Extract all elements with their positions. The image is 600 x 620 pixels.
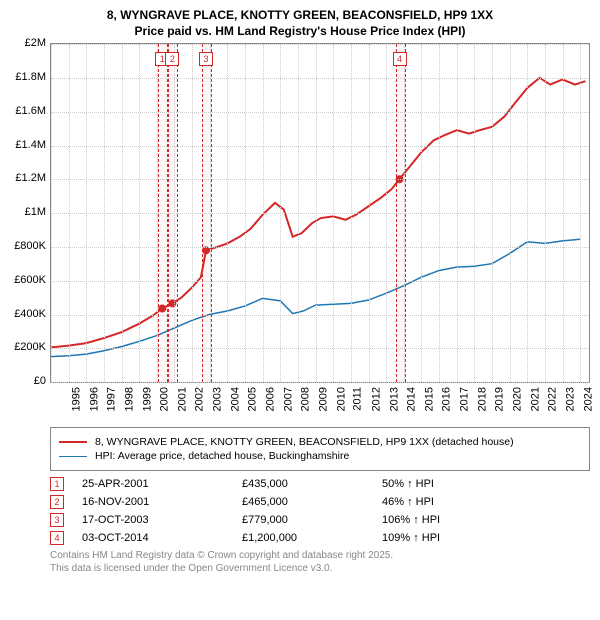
x-tick-label: 2006 <box>265 387 277 411</box>
x-tick-label: 2016 <box>441 387 453 411</box>
x-tick-label: 2010 <box>335 387 347 411</box>
footer-attribution: Contains HM Land Registry data © Crown c… <box>50 549 590 575</box>
x-tick-label: 2015 <box>423 387 435 411</box>
y-tick-label: £1.8M <box>6 71 46 83</box>
events-table: 1 25-APR-2001£435,00050% ↑ HPI 2 16-NOV-200… <box>50 477 590 545</box>
chart-plot-area: 1234 <box>50 43 590 383</box>
x-tick-label: 2020 <box>511 387 523 411</box>
event-number-box: 2 <box>50 495 64 509</box>
figure: 8, WYNGRAVE PLACE, KNOTTY GREEN, BEACONS… <box>0 0 600 575</box>
event-pct: 46% ↑ HPI <box>382 496 512 508</box>
y-tick-label: £600K <box>6 274 46 286</box>
event-date: 17-OCT-2003 <box>82 514 242 526</box>
event-row: 4 03-OCT-2014£1,200,000109% ↑ HPI <box>50 531 590 545</box>
y-tick-label: £0 <box>6 375 46 387</box>
x-tick-label: 2018 <box>476 387 488 411</box>
x-tick-label: 2024 <box>582 387 594 411</box>
event-marker: 4 <box>393 52 407 66</box>
x-tick-label: 2021 <box>529 387 541 411</box>
legend-label: HPI: Average price, detached house, Buck… <box>95 450 349 462</box>
y-tick-label: £1.6M <box>6 105 46 117</box>
x-tick-label: 2005 <box>247 387 259 411</box>
title-line-1: 8, WYNGRAVE PLACE, KNOTTY GREEN, BEACONS… <box>10 8 590 24</box>
event-date: 03-OCT-2014 <box>82 532 242 544</box>
x-tick-label: 2014 <box>406 387 418 411</box>
legend-row: 8, WYNGRAVE PLACE, KNOTTY GREEN, BEACONS… <box>59 436 581 448</box>
event-marker: 2 <box>165 52 179 66</box>
y-axis-labels: £0£200K£400K£600K£800K£1M£1.2M£1.4M£1.6M… <box>0 43 50 381</box>
event-date: 16-NOV-2001 <box>82 496 242 508</box>
x-tick-label: 2008 <box>300 387 312 411</box>
x-tick-label: 2003 <box>212 387 224 411</box>
y-tick-label: £200K <box>6 341 46 353</box>
event-pct: 50% ↑ HPI <box>382 478 512 490</box>
title-line-2: Price paid vs. HM Land Registry's House … <box>10 24 590 40</box>
event-number-box: 4 <box>50 531 64 545</box>
y-tick-label: £1.2M <box>6 172 46 184</box>
event-date: 25-APR-2001 <box>82 478 242 490</box>
event-number-box: 1 <box>50 477 64 491</box>
event-number-box: 3 <box>50 513 64 527</box>
event-price: £779,000 <box>242 514 382 526</box>
x-tick-label: 2004 <box>229 387 241 411</box>
legend-swatch <box>59 456 87 457</box>
event-marker: 3 <box>199 52 213 66</box>
event-price: £465,000 <box>242 496 382 508</box>
x-tick-label: 2022 <box>547 387 559 411</box>
x-tick-label: 2013 <box>388 387 400 411</box>
chart-title: 8, WYNGRAVE PLACE, KNOTTY GREEN, BEACONS… <box>0 0 600 43</box>
x-tick-label: 2007 <box>282 387 294 411</box>
x-tick-label: 2002 <box>194 387 206 411</box>
footer-line-1: Contains HM Land Registry data © Crown c… <box>50 549 590 562</box>
footer-line-2: This data is licensed under the Open Gov… <box>50 562 590 575</box>
x-tick-label: 2012 <box>370 387 382 411</box>
x-tick-label: 1996 <box>88 387 100 411</box>
event-pct: 109% ↑ HPI <box>382 532 512 544</box>
x-tick-label: 2019 <box>494 387 506 411</box>
x-tick-label: 2017 <box>459 387 471 411</box>
x-tick-label: 2009 <box>317 387 329 411</box>
x-tick-label: 1997 <box>106 387 118 411</box>
y-tick-label: £800K <box>6 240 46 252</box>
event-price: £1,200,000 <box>242 532 382 544</box>
x-tick-label: 1998 <box>123 387 135 411</box>
legend-swatch <box>59 441 87 443</box>
event-pct: 106% ↑ HPI <box>382 514 512 526</box>
x-tick-label: 1999 <box>141 387 153 411</box>
x-tick-label: 2023 <box>564 387 576 411</box>
x-tick-label: 1995 <box>70 387 82 411</box>
legend: 8, WYNGRAVE PLACE, KNOTTY GREEN, BEACONS… <box>50 427 590 471</box>
legend-label: 8, WYNGRAVE PLACE, KNOTTY GREEN, BEACONS… <box>95 436 514 448</box>
legend-row: HPI: Average price, detached house, Buck… <box>59 450 581 462</box>
x-tick-label: 2000 <box>159 387 171 411</box>
y-tick-label: £2M <box>6 37 46 49</box>
event-price: £435,000 <box>242 478 382 490</box>
y-tick-label: £1.4M <box>6 139 46 151</box>
y-tick-label: £400K <box>6 308 46 320</box>
x-tick-label: 2001 <box>176 387 188 411</box>
x-axis-labels: 1995 1996 1997 1998 1999 2000 2001 2002 2003 2004… <box>50 383 590 417</box>
event-row: 1 25-APR-2001£435,00050% ↑ HPI <box>50 477 590 491</box>
event-row: 2 16-NOV-2001£465,00046% ↑ HPI <box>50 495 590 509</box>
x-tick-label: 2011 <box>352 387 364 411</box>
y-tick-label: £1M <box>6 206 46 218</box>
event-row: 3 17-OCT-2003£779,000106% ↑ HPI <box>50 513 590 527</box>
